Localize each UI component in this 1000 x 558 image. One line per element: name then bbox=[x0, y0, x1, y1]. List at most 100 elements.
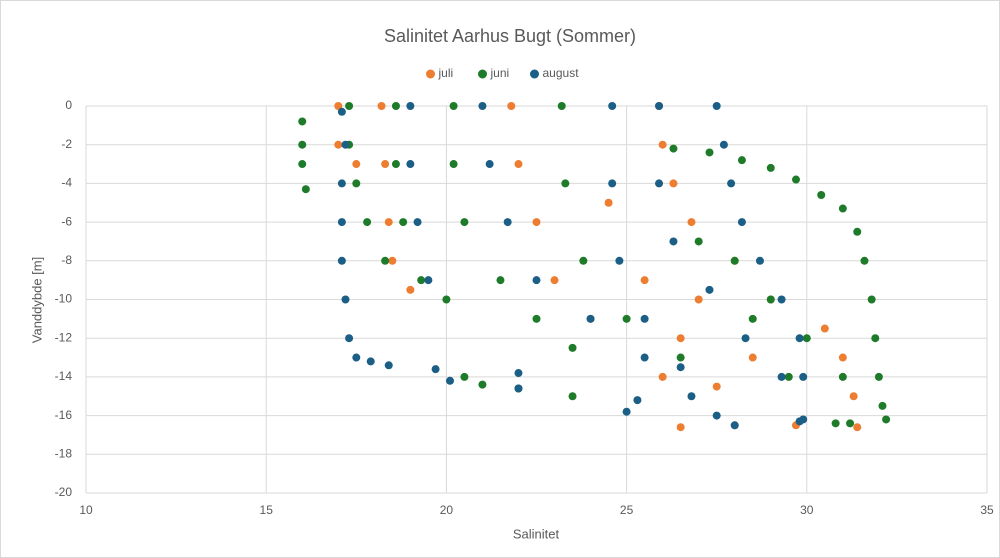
chart-title: Salinitet Aarhus Bugt (Sommer) bbox=[384, 26, 636, 46]
data-point bbox=[622, 314, 631, 323]
data-point bbox=[568, 343, 577, 352]
data-point bbox=[298, 117, 307, 126]
data-point bbox=[406, 285, 415, 294]
y-tick-label: -16 bbox=[55, 408, 73, 422]
data-point bbox=[485, 160, 494, 169]
data-point bbox=[737, 156, 746, 165]
legend-marker bbox=[426, 69, 435, 79]
data-point bbox=[337, 107, 346, 116]
data-point bbox=[561, 179, 570, 188]
y-axis-label: Vanddybde [m] bbox=[29, 257, 44, 343]
data-point bbox=[446, 376, 455, 385]
legend-label: august bbox=[543, 66, 580, 80]
data-point bbox=[478, 102, 487, 110]
data-point bbox=[514, 160, 523, 169]
data-point bbox=[337, 218, 346, 227]
data-point bbox=[853, 423, 862, 432]
data-point bbox=[669, 237, 678, 246]
data-point bbox=[352, 353, 361, 362]
legend-label: juli bbox=[438, 66, 454, 80]
data-point bbox=[871, 334, 880, 343]
data-point bbox=[298, 160, 307, 169]
data-point bbox=[431, 365, 440, 374]
data-point bbox=[579, 256, 588, 265]
data-point bbox=[838, 353, 847, 362]
data-point bbox=[676, 363, 685, 372]
data-point bbox=[381, 160, 390, 169]
data-point bbox=[766, 295, 775, 304]
x-tick-label: 20 bbox=[440, 503, 454, 517]
x-axis-label: Salinitet bbox=[513, 526, 560, 541]
data-point bbox=[878, 401, 887, 410]
data-point bbox=[799, 415, 808, 424]
data-point bbox=[503, 218, 512, 227]
data-point bbox=[658, 140, 667, 149]
data-point bbox=[449, 102, 458, 110]
data-point bbox=[712, 382, 721, 391]
y-tick-label: -8 bbox=[61, 253, 72, 267]
data-point bbox=[384, 218, 393, 227]
data-point bbox=[514, 369, 523, 378]
data-point bbox=[391, 160, 400, 169]
data-point bbox=[532, 314, 541, 323]
data-point bbox=[391, 102, 400, 110]
data-point bbox=[460, 218, 469, 227]
data-point bbox=[496, 276, 505, 285]
data-point bbox=[406, 160, 415, 169]
y-tick-label: -18 bbox=[55, 446, 73, 460]
y-tick-label: -2 bbox=[61, 137, 72, 151]
data-point bbox=[366, 357, 375, 366]
data-point bbox=[460, 372, 469, 381]
data-point bbox=[727, 179, 736, 188]
data-point bbox=[669, 144, 678, 153]
y-tick-label: -6 bbox=[61, 214, 72, 228]
data-point bbox=[388, 256, 397, 265]
data-point bbox=[748, 314, 757, 323]
y-tick-label: -14 bbox=[55, 369, 73, 383]
data-point bbox=[514, 384, 523, 393]
data-point bbox=[377, 102, 386, 110]
data-point bbox=[640, 353, 649, 362]
y-tick-label: -10 bbox=[55, 292, 73, 306]
data-point bbox=[568, 392, 577, 401]
data-point bbox=[694, 237, 703, 246]
data-point bbox=[345, 334, 354, 343]
data-point bbox=[478, 380, 487, 389]
data-point bbox=[838, 372, 847, 381]
data-point bbox=[655, 102, 664, 110]
data-point bbox=[406, 102, 415, 110]
data-point bbox=[655, 179, 664, 188]
data-point bbox=[676, 334, 685, 343]
x-tick-label: 15 bbox=[260, 503, 274, 517]
data-point bbox=[413, 218, 422, 227]
data-point bbox=[777, 295, 786, 304]
data-point bbox=[795, 334, 804, 343]
data-point bbox=[334, 102, 343, 110]
y-tick-label: -12 bbox=[55, 330, 73, 344]
data-point bbox=[737, 218, 746, 227]
data-point bbox=[399, 218, 408, 227]
data-point bbox=[853, 227, 862, 236]
data-point bbox=[831, 419, 840, 428]
y-tick-label: 0 bbox=[65, 98, 72, 112]
data-point bbox=[345, 102, 354, 110]
data-point bbox=[298, 140, 307, 149]
legend-marker bbox=[478, 69, 487, 79]
data-point bbox=[687, 392, 696, 401]
x-tick-label: 30 bbox=[800, 503, 814, 517]
data-point bbox=[719, 140, 728, 149]
data-point bbox=[882, 415, 891, 424]
data-point bbox=[640, 314, 649, 323]
data-point bbox=[777, 372, 786, 381]
data-point bbox=[694, 295, 703, 304]
data-point bbox=[608, 102, 617, 110]
data-point bbox=[384, 361, 393, 370]
data-point bbox=[604, 198, 613, 207]
data-point bbox=[640, 276, 649, 285]
data-point bbox=[337, 179, 346, 188]
data-point bbox=[860, 256, 869, 265]
data-point bbox=[705, 285, 714, 294]
data-point bbox=[669, 179, 678, 188]
y-tick-label: -4 bbox=[61, 176, 72, 190]
legend-label: juni bbox=[490, 66, 510, 80]
